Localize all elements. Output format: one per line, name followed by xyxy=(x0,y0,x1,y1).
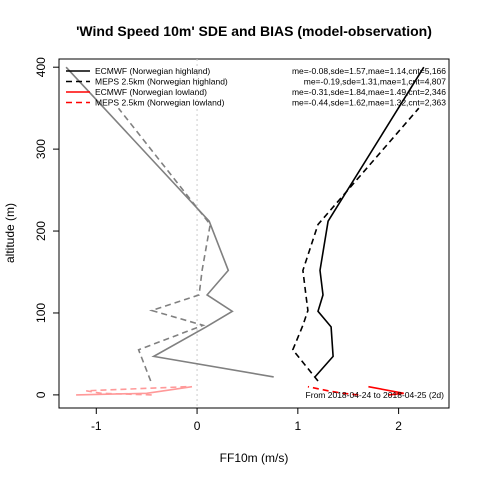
series-3-sde-line xyxy=(368,385,404,396)
series-layer xyxy=(65,66,425,396)
series-1-bias-line xyxy=(65,66,274,378)
legend-stats-4: me=-0.44,sde=1.62,mae=1.32,cnt=2,363 xyxy=(292,98,446,108)
series-3-bias-line xyxy=(76,385,193,396)
legend-label-3: ECMWF (Norwegian lowland) xyxy=(95,87,207,97)
x-tick-label: 1 xyxy=(294,419,301,433)
y-tick-label: 100 xyxy=(34,303,48,323)
series-2-sde-line xyxy=(291,107,420,382)
series-2-bias-line xyxy=(117,107,212,382)
y-tick-label: 0 xyxy=(34,391,48,398)
chart-title: 'Wind Speed 10m' SDE and BIAS (model-obs… xyxy=(76,23,432,39)
axes-layer: -1 0 1 2 0 100 200 300 400 xyxy=(34,57,402,433)
x-tick-label: 0 xyxy=(194,419,201,433)
legend-stats-2: me=-0.19,sde=1.31,mae=1,cnt=4,807 xyxy=(304,77,447,87)
y-axis-label: altitude (m) xyxy=(3,203,17,263)
x-tick-label: 2 xyxy=(395,419,402,433)
series-1-sde-line xyxy=(314,66,425,378)
y-tick-label: 400 xyxy=(34,57,48,77)
x-tick-label: -1 xyxy=(91,419,102,433)
legend: ECMWF (Norwegian highland) me=-0.08,sde=1… xyxy=(66,66,446,108)
series-4-sde-line xyxy=(307,385,359,396)
legend-label-1: ECMWF (Norwegian highland) xyxy=(95,66,210,76)
legend-label-4: MEPS 2.5km (Norwegian lowland) xyxy=(95,98,225,108)
legend-stats-1: me=-0.08,sde=1.57,mae=1.14,cnt=5,166 xyxy=(292,66,446,76)
date-range-note: From 2018-04-24 to 2018-04-25 (2d) xyxy=(306,390,445,400)
y-tick-label: 300 xyxy=(34,139,48,159)
legend-label-2: MEPS 2.5km (Norwegian highland) xyxy=(95,77,228,87)
series-4-bias-line xyxy=(86,385,188,396)
legend-stats-3: me=-0.31,sde=1.84,mae=1.49,cnt=2,346 xyxy=(292,87,446,97)
plot-frame xyxy=(58,58,450,409)
y-tick-label: 200 xyxy=(34,221,48,241)
x-axis-label: FF10m (m/s) xyxy=(220,451,289,465)
